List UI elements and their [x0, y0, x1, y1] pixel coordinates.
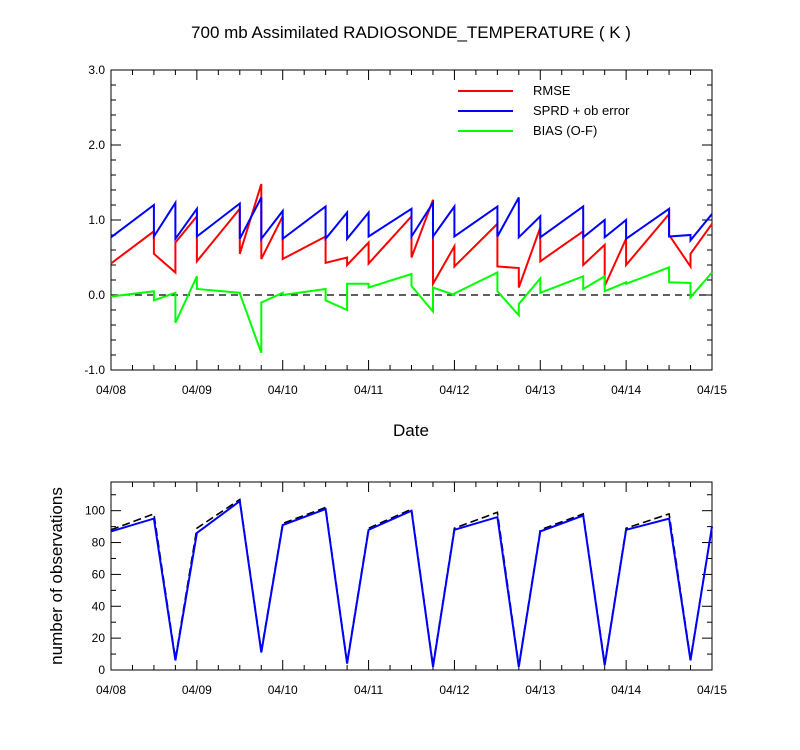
legend-label: SPRD + ob error	[533, 103, 630, 118]
y-axis-title-observations: number of observations	[47, 487, 66, 665]
x-tick-label: 04/11	[354, 383, 383, 397]
bottom-y-tick-labels: 0 20 40 60 80 100	[85, 504, 105, 677]
bottom-axis-ticks	[110, 482, 713, 671]
x-tick-label: 04/08	[96, 683, 126, 697]
x-axis-title: Date	[393, 421, 429, 440]
series-line-bias-o-f	[110, 265, 713, 354]
x-tick-label: 04/10	[268, 383, 298, 397]
top-axis-ticks	[110, 69, 713, 371]
bottom-series-group	[110, 498, 713, 667]
x-tick-label: 04/13	[525, 683, 555, 697]
series-line-rmse	[110, 183, 713, 288]
y-tick-label: 100	[85, 504, 105, 518]
top-y-tick-labels: -1.0 0.0 1.0 2.0 3.0	[84, 63, 105, 377]
x-tick-label: 04/11	[354, 683, 383, 697]
x-tick-label: 04/15	[697, 683, 727, 697]
y-tick-label: 80	[92, 536, 106, 550]
x-tick-label: 04/12	[439, 683, 469, 697]
x-tick-label: 04/15	[697, 383, 727, 397]
y-tick-label: 1.0	[88, 213, 105, 227]
series-line-possible-observations	[110, 498, 713, 666]
series-line-assimilated-observations	[110, 499, 713, 667]
x-tick-label: 04/14	[611, 683, 641, 697]
chart-title: 700 mb Assimilated RADIOSONDE_TEMPERATUR…	[191, 23, 631, 42]
y-tick-label: 20	[92, 631, 106, 645]
x-tick-label: 04/09	[182, 383, 212, 397]
y-tick-label: 3.0	[88, 63, 105, 77]
x-tick-label: 04/12	[439, 383, 469, 397]
series-line-sprd-ob-error	[110, 197, 713, 244]
top-x-tick-labels: 04/08 04/09 04/10 04/11 04/12 04/13 04/14 04/15	[96, 383, 727, 397]
top-plot: -1.00.01.02.03.0 04/08 04/09 04/10 04/11 04/…	[84, 63, 727, 397]
top-series-group	[110, 183, 713, 354]
x-tick-label: 04/08	[96, 383, 126, 397]
legend-label: RMSE	[533, 83, 571, 98]
x-tick-label: 04/13	[525, 383, 555, 397]
y-tick-label: 0	[98, 663, 105, 677]
x-tick-label: 04/09	[182, 683, 212, 697]
x-tick-label: 04/10	[268, 683, 298, 697]
y-tick-label: 2.0	[88, 138, 105, 152]
bottom-x-tick-labels: 04/08 04/09 04/10 04/11 04/12 04/13 04/14 04/15	[96, 683, 727, 697]
x-tick-label: 04/14	[611, 383, 641, 397]
y-tick-label: 60	[92, 567, 106, 581]
legend-label: BIAS (O-F)	[533, 123, 597, 138]
legend: RMSE SPRD + ob error BIAS (O-F)	[458, 83, 630, 138]
y-tick-label: 0.0	[88, 288, 105, 302]
y-tick-label: 40	[92, 599, 106, 613]
y-tick-label: -1.0	[84, 363, 105, 377]
